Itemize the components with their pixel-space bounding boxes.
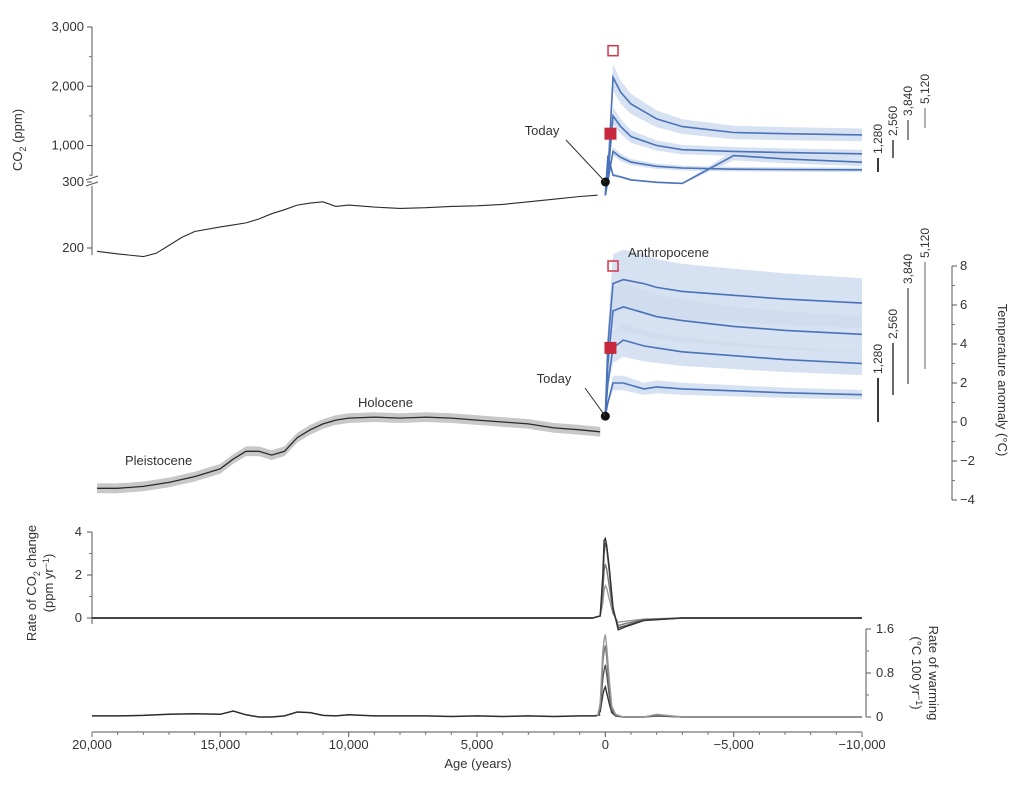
co2rate-tick-label-1: 2: [75, 567, 82, 582]
co2-axis-title-part-0: CO: [10, 152, 25, 172]
warm-axis-title-line2-part-0: (°C 100 yr: [909, 636, 924, 695]
temp-band-3: [605, 249, 862, 418]
temp-filled-square-marker: [604, 341, 617, 354]
co2rate-axis-title-line2-part-0: (ppm yr: [41, 568, 56, 613]
x-tick-label-0: 20,000: [72, 737, 112, 752]
co2-today-label: Today: [525, 123, 560, 138]
pleistocene-label: Pleistocene: [125, 453, 192, 468]
co2-axis-title: CO2 (ppm): [10, 109, 28, 171]
temp-tick-label-6: 8: [960, 258, 967, 273]
temp-scenario-label-0: 1,280: [871, 344, 885, 374]
co2rate-tick-label-2: 4: [75, 524, 82, 539]
co2-panel: 1,000 2,000 3,000 200 300 CO2 (ppm) Today 1,280…: [10, 19, 932, 258]
x-tick-label-4: 0: [602, 737, 609, 752]
warm-line-0: [596, 684, 862, 718]
warm-axis-title-line2-part-1: −1: [914, 695, 924, 705]
warm-tick-label-0: 0: [876, 709, 883, 724]
co2-axis-title-part-2: (ppm): [10, 109, 25, 147]
temp-scenario-line-1: [604, 339, 863, 417]
temp-scenario-label-3: 5,120: [918, 228, 932, 258]
warm-line-2: [596, 645, 862, 718]
co2-low-tick-label-1: 300: [62, 174, 84, 189]
co2-low-tick-label-0: 200: [62, 240, 84, 255]
warm-tick-label-1: 0.8: [876, 665, 894, 680]
co2-scenario-label-0: 1,280: [871, 124, 885, 154]
co2-axis-break: [85, 175, 99, 187]
co2-tick-label-0: 1,000: [51, 138, 84, 153]
x-tick-label-2: 10,000: [329, 737, 369, 752]
warm-tick-label-2: 1.6: [876, 621, 894, 636]
temp-scenario-line-2: [604, 306, 863, 417]
warm-axis-title-line2-part-2: ): [909, 705, 924, 709]
co2-scenario-label-3: 5,120: [918, 74, 932, 104]
warm-axis-title-line1: Rate of warming: [926, 626, 941, 721]
co2-scenario-line-3: [604, 74, 863, 196]
temp-tick-label-3: 2: [960, 375, 967, 390]
anthropocene-label: Anthropocene: [628, 245, 709, 260]
co2rate-line-1: [92, 564, 862, 627]
warm-axis-title-line2: (°C 100 yr−1): [909, 636, 924, 709]
x-tick-label-1: 15,000: [200, 737, 240, 752]
temp-axis-title: Temperature anomaly (°C): [995, 304, 1010, 457]
warm-observed-line: [92, 710, 601, 718]
co2rate-axis-title-line2-part-1: −1: [41, 558, 51, 568]
temp-tick-label-0: −4: [960, 492, 975, 507]
temp-tick-label-5: 6: [960, 297, 967, 312]
co2-axis-title-part-1: 2: [18, 147, 28, 152]
co2-scenario-line-2: [604, 113, 863, 196]
co2-tick-label-1: 2,000: [51, 78, 84, 93]
warm-line-1: [596, 664, 862, 718]
co2rate-axis-title-line1-part-1: 2: [32, 571, 42, 576]
co2rate-axis-title-line1-part-0: Rate of CO: [24, 576, 39, 641]
co2rate-line-2: [92, 542, 862, 629]
temp-scenario-label-1: 2,560: [886, 309, 900, 339]
x-axis: Age (years) 20,000 15,000 10,000 5,000 0 −5,0…: [72, 731, 886, 771]
co2-scenario-label-2: 3,840: [901, 86, 915, 116]
temp-tick-label-1: −2: [960, 453, 975, 468]
temp-today-label: Today: [537, 371, 572, 386]
holocene-label: Holocene: [358, 395, 413, 410]
temp-today-leader: [584, 387, 606, 417]
x-tick-label-6: −10,000: [838, 737, 885, 752]
x-tick-label-3: 5,000: [461, 737, 494, 752]
temperature-panel: −4 −2 0 2 4 6 8 Temperature anomaly (°C) Today An…: [97, 228, 1010, 507]
co2rate-line-0: [92, 584, 862, 624]
co2-band-3: [605, 64, 862, 196]
co2-band-1: [605, 147, 862, 196]
x-tick-label-5: −5,000: [714, 737, 754, 752]
co2-observed-line: [97, 194, 598, 258]
warming-rate-panel: 0 0.8 1.6 Rate of warming(°C 100 yr−1): [92, 621, 941, 724]
temp-scenario-line-3: [604, 278, 863, 417]
temp-tick-label-2: 0: [960, 414, 967, 429]
temp-scenario-label-2: 3,840: [901, 254, 915, 284]
warm-line-3: [596, 634, 862, 718]
temp-observed-line: [97, 416, 601, 489]
co2-scenario-label-1: 2,560: [886, 106, 900, 136]
co2rate-line-3: [92, 536, 862, 631]
co2rate-axis-title-line2: (ppm yr−1): [41, 554, 56, 613]
co2-tick-label-2: 3,000: [51, 19, 84, 34]
co2-today-leader: [565, 139, 606, 183]
co2-band-0: [605, 150, 862, 196]
temp-band-0: [605, 375, 862, 418]
temp-tick-label-4: 4: [960, 336, 967, 351]
co2-filled-square-marker: [604, 127, 617, 140]
co2-scenario-line-1: [604, 149, 863, 196]
temp-open-square-marker: [607, 260, 619, 272]
co2rate-axis-title-line1-part-2: change: [24, 525, 39, 571]
co2rate-axis-title-line2-part-2: ): [41, 554, 56, 558]
temp-scenario-line-0: [604, 382, 863, 417]
co2-open-square-marker: [607, 44, 619, 57]
x-axis-title: Age (years): [444, 756, 511, 771]
co2rate-tick-label-0: 0: [75, 610, 82, 625]
temp-band-1: [605, 323, 862, 418]
co2rate-axis-title-line1: Rate of CO2 change: [24, 525, 42, 641]
